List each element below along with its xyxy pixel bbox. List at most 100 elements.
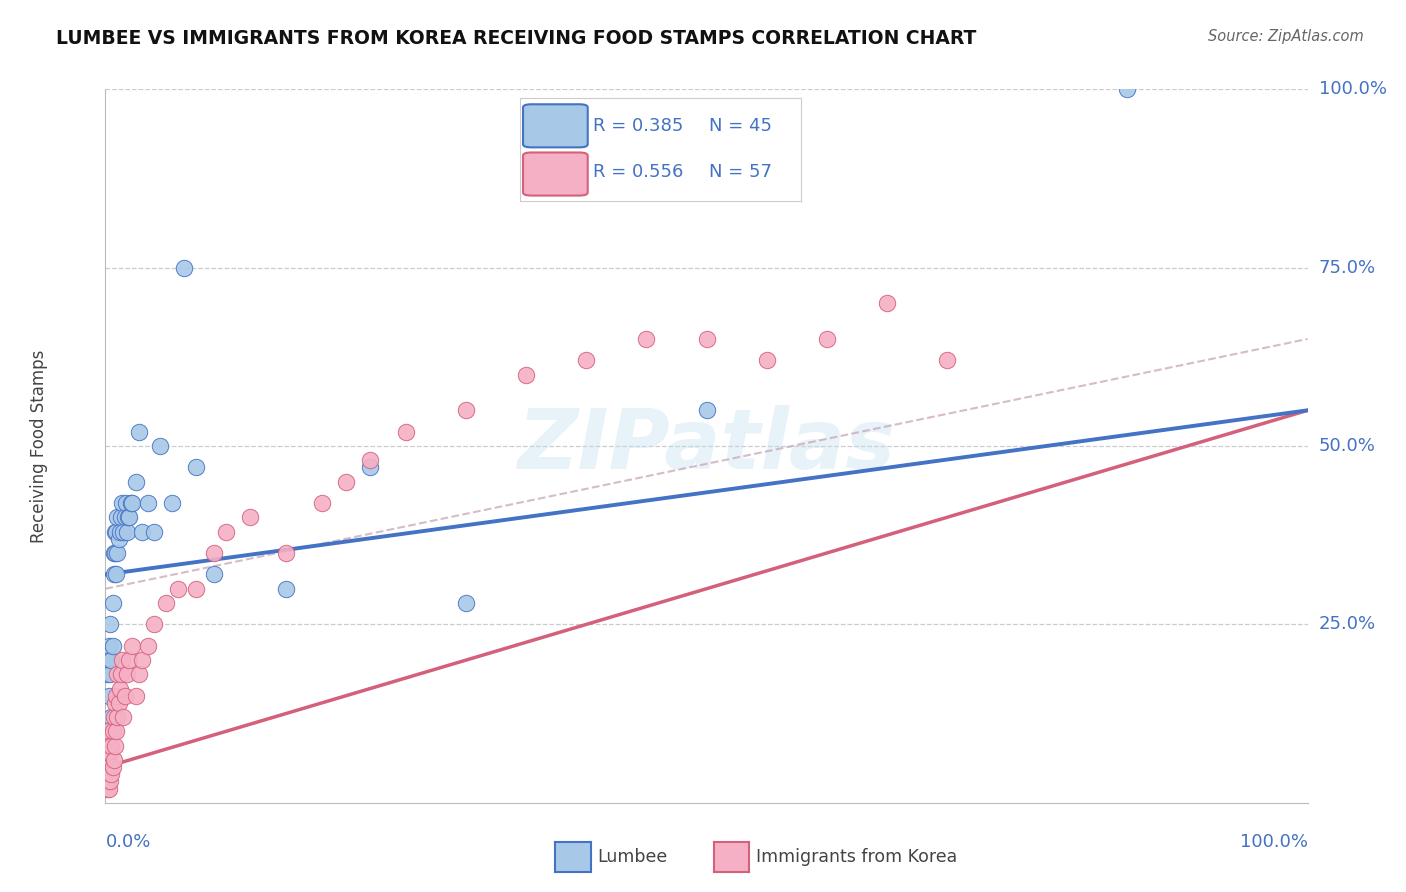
Point xyxy=(118,653,141,667)
Point xyxy=(107,546,129,560)
Point xyxy=(696,403,718,417)
Point xyxy=(142,524,165,539)
Point xyxy=(160,496,183,510)
Text: 100.0%: 100.0% xyxy=(1319,80,1386,98)
Text: N = 45: N = 45 xyxy=(709,117,772,135)
Point xyxy=(239,510,262,524)
Point xyxy=(103,546,125,560)
Point xyxy=(115,667,138,681)
Point xyxy=(104,696,127,710)
Point xyxy=(166,582,188,596)
Point xyxy=(101,760,124,774)
Point xyxy=(136,639,159,653)
Point xyxy=(97,653,120,667)
Text: R = 0.385: R = 0.385 xyxy=(593,117,683,135)
Point xyxy=(815,332,838,346)
Point xyxy=(98,781,121,796)
Point xyxy=(936,353,959,368)
Point xyxy=(184,582,207,596)
Text: 100.0%: 100.0% xyxy=(1240,833,1308,851)
Text: R = 0.556: R = 0.556 xyxy=(593,163,683,181)
Point xyxy=(114,510,136,524)
Text: Receiving Food Stamps: Receiving Food Stamps xyxy=(31,350,48,542)
Point xyxy=(1116,82,1139,96)
Point xyxy=(103,567,125,582)
Point xyxy=(454,596,477,610)
Point xyxy=(96,781,118,796)
Point xyxy=(98,739,121,753)
Point xyxy=(98,760,121,774)
Point xyxy=(108,681,131,696)
Point xyxy=(636,332,658,346)
Point xyxy=(359,460,381,475)
Point xyxy=(155,596,177,610)
Point xyxy=(121,496,143,510)
Point xyxy=(105,567,128,582)
Point xyxy=(335,475,357,489)
Point xyxy=(755,353,778,368)
Point xyxy=(110,667,132,681)
Point xyxy=(103,753,125,767)
Point xyxy=(104,524,127,539)
Point xyxy=(98,689,121,703)
Point xyxy=(107,696,129,710)
Text: 75.0%: 75.0% xyxy=(1319,259,1376,277)
Point xyxy=(124,475,146,489)
Point xyxy=(202,546,225,560)
Point xyxy=(98,639,121,653)
FancyBboxPatch shape xyxy=(523,104,588,147)
Point xyxy=(112,710,135,724)
Point xyxy=(111,496,134,510)
Text: N = 57: N = 57 xyxy=(709,163,772,181)
Point xyxy=(96,667,118,681)
Point xyxy=(105,689,128,703)
Point xyxy=(101,724,124,739)
Point xyxy=(454,403,477,417)
Point xyxy=(104,739,127,753)
Point xyxy=(96,739,118,753)
Point xyxy=(311,496,333,510)
Text: 0.0%: 0.0% xyxy=(105,833,150,851)
Point xyxy=(124,689,146,703)
Point xyxy=(100,710,122,724)
Point xyxy=(115,496,138,510)
Text: Immigrants from Korea: Immigrants from Korea xyxy=(756,848,957,866)
Text: Lumbee: Lumbee xyxy=(598,848,668,866)
Point xyxy=(97,753,120,767)
Point xyxy=(105,724,128,739)
Text: 25.0%: 25.0% xyxy=(1319,615,1376,633)
Point xyxy=(274,582,297,596)
Point xyxy=(515,368,537,382)
Point xyxy=(98,774,121,789)
Point xyxy=(107,710,129,724)
Point xyxy=(98,667,121,681)
Point xyxy=(112,524,135,539)
Point xyxy=(100,739,122,753)
Point xyxy=(110,510,132,524)
Point xyxy=(97,774,120,789)
Point xyxy=(104,546,127,560)
Text: Source: ZipAtlas.com: Source: ZipAtlas.com xyxy=(1208,29,1364,44)
Text: LUMBEE VS IMMIGRANTS FROM KOREA RECEIVING FOOD STAMPS CORRELATION CHART: LUMBEE VS IMMIGRANTS FROM KOREA RECEIVIN… xyxy=(56,29,977,47)
Point xyxy=(108,524,131,539)
Point xyxy=(107,532,129,546)
Point xyxy=(214,524,236,539)
Point xyxy=(148,439,170,453)
Point xyxy=(274,546,297,560)
Point xyxy=(105,524,128,539)
Point xyxy=(98,617,121,632)
Point xyxy=(575,353,598,368)
Point xyxy=(96,760,118,774)
Point xyxy=(131,653,153,667)
Point xyxy=(103,710,125,724)
Point xyxy=(117,510,139,524)
Point xyxy=(184,460,207,475)
Point xyxy=(128,425,150,439)
Point xyxy=(98,746,121,760)
Point xyxy=(131,524,153,539)
Point xyxy=(173,260,195,275)
Point xyxy=(121,639,143,653)
Point xyxy=(111,653,134,667)
Point xyxy=(115,524,138,539)
Text: ZIPatlas: ZIPatlas xyxy=(517,406,896,486)
